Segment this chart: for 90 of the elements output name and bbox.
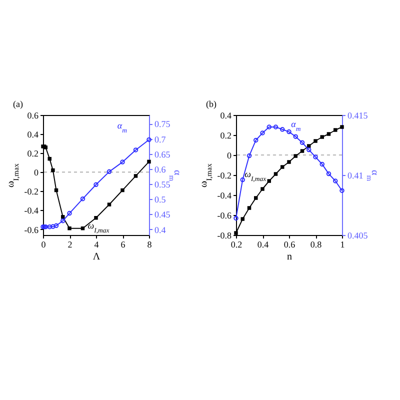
- x-tick-label: 8: [147, 240, 152, 250]
- point: [60, 218, 66, 224]
- point: [260, 187, 264, 191]
- point: [306, 147, 312, 152]
- y2-tick-label: 0.55: [154, 180, 171, 190]
- point: [240, 217, 244, 221]
- y-tick-label: 0.6: [27, 110, 39, 120]
- point: [254, 138, 258, 143]
- y2-tick-label: 0.4: [154, 224, 166, 235]
- x-tick-label: 2: [68, 240, 72, 250]
- point: [313, 154, 318, 160]
- point: [67, 210, 72, 216]
- point: [320, 135, 324, 139]
- x-tick-label: 0: [41, 240, 46, 250]
- point: [326, 171, 332, 176]
- point: [80, 196, 86, 202]
- x-tick-label: 4: [94, 240, 100, 250]
- point: [294, 154, 298, 158]
- point: [334, 128, 338, 132]
- point: [333, 178, 338, 184]
- point: [246, 153, 252, 158]
- point: [254, 196, 258, 200]
- point: [106, 169, 112, 174]
- point: [94, 182, 98, 188]
- point: [107, 202, 112, 206]
- x-tick-label: 0.4: [257, 240, 270, 250]
- point: [267, 179, 271, 183]
- point: [147, 160, 151, 164]
- y2-tick-label: 0.5: [154, 194, 166, 205]
- y-tick-label: 0.2: [27, 148, 38, 159]
- point: [240, 177, 245, 182]
- y2-tick-label: 0.45: [154, 210, 171, 220]
- point: [50, 224, 56, 229]
- point: [47, 224, 52, 230]
- series-label: α$_{m}$: [117, 120, 128, 134]
- point: [260, 130, 265, 136]
- point: [51, 168, 55, 172]
- y-tick-label: 0: [34, 168, 39, 178]
- x-axis-title: Λ: [92, 252, 101, 262]
- point: [280, 165, 284, 169]
- annotation: ω$_{I,max}$: [244, 169, 266, 182]
- point: [273, 124, 278, 130]
- y-tick-label: 0.4: [220, 110, 232, 120]
- point: [247, 206, 252, 210]
- point: [326, 132, 331, 136]
- y2-tick-label: 0.41: [348, 170, 364, 180]
- y-tick-label: 0.2: [220, 130, 232, 140]
- y-tick-label: -0.6: [24, 224, 39, 235]
- point: [134, 174, 138, 178]
- y-tick-label: -0.6: [217, 210, 232, 220]
- point: [300, 140, 305, 145]
- y-tick-label: -0.8: [217, 230, 232, 240]
- point: [54, 223, 59, 228]
- y2-tick-label: 0.65: [154, 149, 171, 160]
- y-tick-label: -0.4: [24, 206, 39, 216]
- y2-tick-label: 0.7: [154, 134, 166, 144]
- point: [340, 125, 344, 129]
- x-tick-label: 0.2: [230, 240, 242, 250]
- y2-tick-label: 0.405: [348, 230, 368, 240]
- series-label: α$_{m}$: [291, 119, 301, 132]
- point: [293, 134, 298, 139]
- point: [266, 124, 272, 130]
- chart-title: (a): [13, 99, 23, 109]
- point: [314, 139, 318, 143]
- y-tick-label: -0.2: [217, 170, 232, 180]
- point: [133, 148, 138, 152]
- point: [300, 149, 304, 153]
- point: [120, 160, 125, 164]
- x-tick-label: 6: [120, 240, 126, 250]
- point: [286, 129, 292, 134]
- chart-title: (b): [206, 99, 216, 109]
- point: [280, 127, 285, 132]
- point: [320, 162, 324, 167]
- point: [120, 188, 124, 192]
- y2-tick-label: 0.415: [348, 110, 368, 120]
- y-tick-label: 0.4: [27, 130, 39, 140]
- point: [287, 160, 291, 164]
- x-tick-label: 1: [340, 240, 345, 250]
- point: [94, 216, 98, 220]
- point: [274, 172, 278, 176]
- y2-tick-label: 0.6: [154, 164, 166, 174]
- x-tick-label: 0.8: [310, 240, 322, 250]
- y2-tick-label: 0.75: [154, 119, 171, 130]
- point: [68, 226, 72, 230]
- y-tick-label: -0.4: [217, 190, 232, 200]
- x-axis-title: n: [287, 252, 292, 262]
- x-tick-label: 0.6: [284, 240, 296, 250]
- y-tick-label: 0: [227, 150, 232, 160]
- y-tick-label: -0.2: [24, 186, 38, 197]
- annotation: ω$_{I,max}$: [88, 220, 110, 234]
